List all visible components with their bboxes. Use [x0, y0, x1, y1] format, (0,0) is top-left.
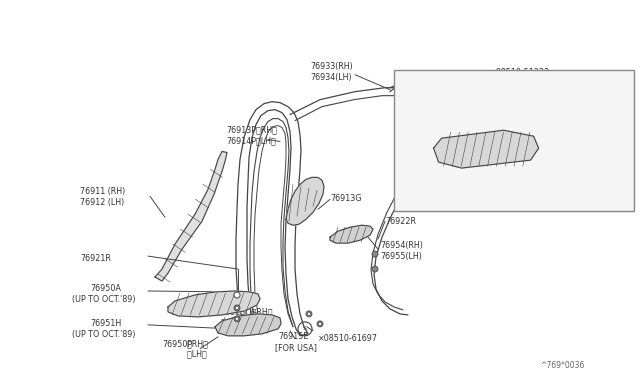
- Text: ^769*0036: ^769*0036: [540, 361, 584, 370]
- Text: 76914Q〈LH〉: 76914Q〈LH〉: [220, 318, 271, 327]
- Text: c: c: [425, 108, 429, 117]
- Text: 76913G: 76913G: [330, 194, 362, 203]
- Text: 76934(LH): 76934(LH): [310, 73, 351, 82]
- Circle shape: [317, 321, 323, 327]
- Circle shape: [452, 145, 459, 151]
- Circle shape: [306, 311, 312, 317]
- Circle shape: [234, 316, 240, 322]
- Text: (UP TO OCT.'89): (UP TO OCT.'89): [72, 330, 136, 339]
- Circle shape: [457, 116, 463, 122]
- Polygon shape: [168, 291, 260, 317]
- Text: 76933(RH): 76933(RH): [310, 62, 353, 71]
- Text: (FROM OCT.'89): (FROM OCT.'89): [402, 82, 472, 92]
- Bar: [394, 70, 634, 211]
- Text: (UP TO OCT.'89): (UP TO OCT.'89): [72, 295, 136, 304]
- Polygon shape: [215, 314, 281, 336]
- Text: 76912 (LH): 76912 (LH): [80, 198, 124, 207]
- Text: 〈RH〉: 〈RH〉: [162, 340, 208, 349]
- Circle shape: [472, 94, 478, 101]
- Text: 76951H: 76951H: [90, 319, 121, 328]
- Text: 76950A: 76950A: [402, 138, 433, 147]
- Circle shape: [234, 305, 240, 311]
- Text: 〈RH〉: 〈RH〉: [522, 170, 563, 179]
- Circle shape: [236, 317, 239, 320]
- Circle shape: [307, 312, 310, 315]
- Circle shape: [372, 251, 378, 257]
- Circle shape: [454, 147, 457, 150]
- Text: 〈LH〉: 〈LH〉: [162, 350, 207, 359]
- Text: 76913P〈RH〉: 76913P〈RH〉: [226, 126, 277, 135]
- Text: 76954(RH): 76954(RH): [380, 241, 423, 250]
- Text: 76933H(RH): 76933H(RH): [492, 92, 541, 101]
- Text: 76955(LH): 76955(LH): [380, 252, 422, 261]
- Text: S: S: [303, 326, 307, 331]
- Circle shape: [458, 118, 461, 121]
- Text: S: S: [475, 77, 479, 82]
- Text: 76934H(LH): 76934H(LH): [492, 103, 540, 112]
- Text: 〈LH〉: 〈LH〉: [522, 181, 561, 190]
- Polygon shape: [330, 225, 373, 243]
- Text: [FOR USA]: [FOR USA]: [275, 343, 317, 352]
- Text: 76911 (RH): 76911 (RH): [80, 187, 125, 196]
- Text: 76922R: 76922R: [385, 217, 416, 226]
- Polygon shape: [155, 151, 227, 281]
- Circle shape: [474, 96, 477, 99]
- Circle shape: [319, 323, 321, 326]
- Text: 76950P: 76950P: [522, 170, 552, 179]
- Circle shape: [372, 266, 378, 272]
- Text: 76921R: 76921R: [80, 254, 111, 263]
- Text: 76950P: 76950P: [162, 340, 192, 349]
- Text: 76914P〈LH〉: 76914P〈LH〉: [226, 137, 276, 145]
- Text: 76950A: 76950A: [90, 284, 121, 293]
- Text: ×08510-61697: ×08510-61697: [318, 334, 378, 343]
- Text: 76915E: 76915E: [278, 332, 308, 341]
- Text: 76913Q〈RH〉: 76913Q〈RH〉: [220, 307, 273, 316]
- Text: 76933E: 76933E: [470, 174, 500, 183]
- Circle shape: [234, 292, 240, 298]
- Polygon shape: [286, 177, 324, 225]
- Polygon shape: [434, 130, 539, 168]
- Circle shape: [236, 307, 239, 310]
- Text: ×08510-51222: ×08510-51222: [490, 68, 550, 77]
